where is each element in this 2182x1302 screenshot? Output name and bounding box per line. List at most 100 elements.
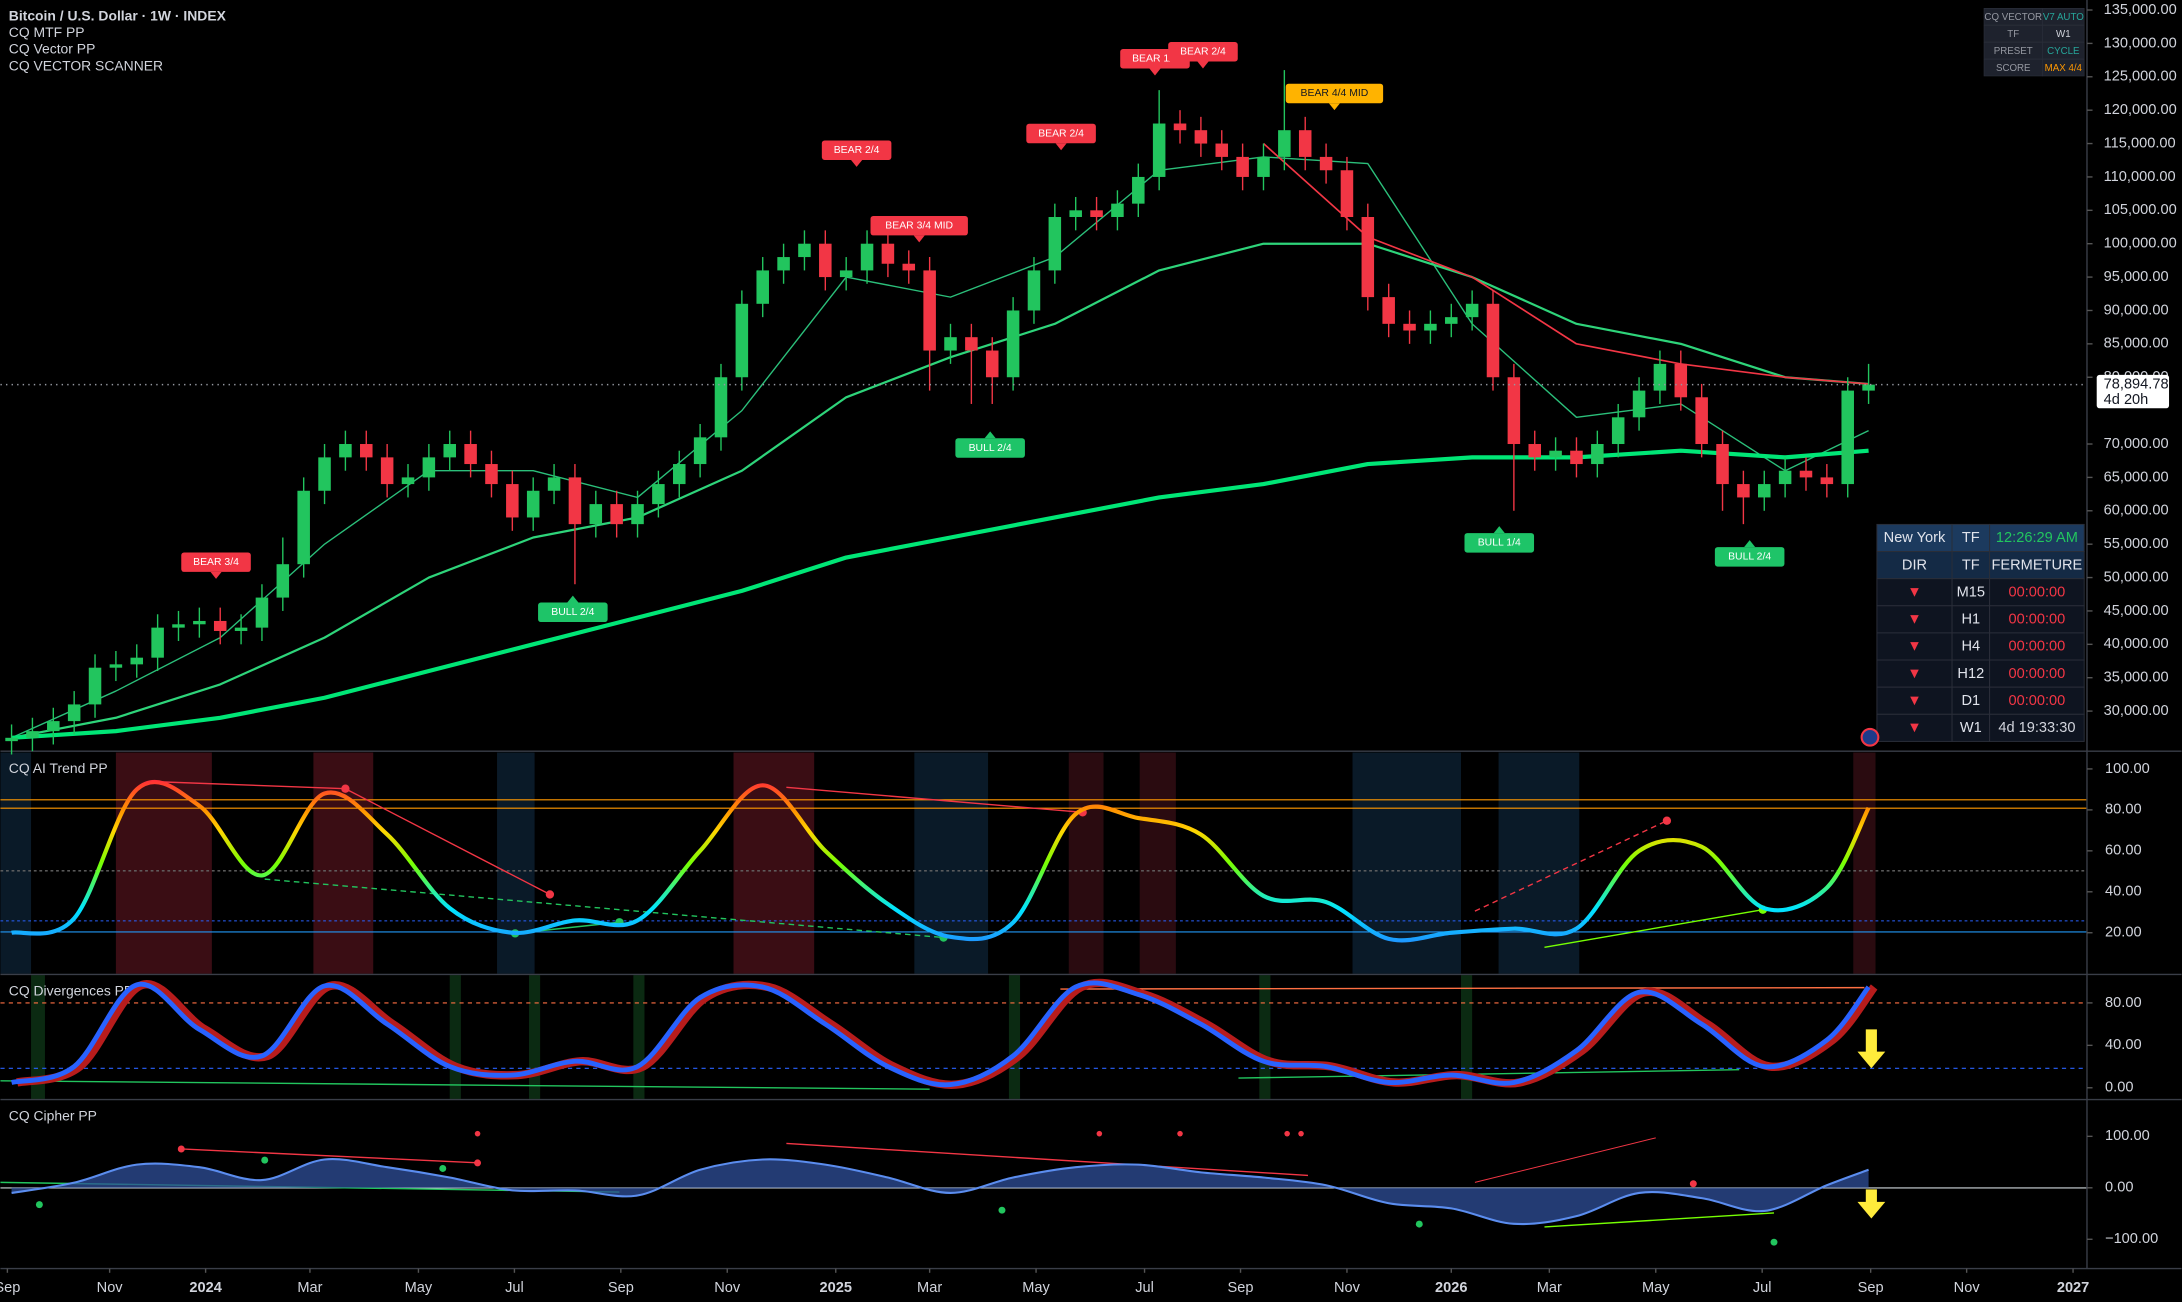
table-key: PRESET (1994, 46, 2033, 57)
candle-body (631, 504, 644, 525)
indicator-name: CQ VECTOR SCANNER (9, 57, 163, 73)
candle-body (547, 477, 561, 491)
divergence-dot (1298, 1130, 1304, 1137)
candle-body (1862, 384, 1875, 391)
signal-box (181, 552, 251, 572)
panel-title: CQ Cipher PP (9, 1108, 97, 1124)
price-tick-label: 60,000.00 (2104, 503, 2169, 519)
candle-body (860, 243, 874, 271)
session-text: New York (1884, 530, 1946, 546)
band (1259, 975, 1271, 1099)
time-label: 2025 (820, 1280, 852, 1296)
time-label: Jul (1753, 1280, 1772, 1296)
candle-body (1674, 363, 1688, 398)
candle-body (589, 504, 603, 525)
signal-pointer (984, 431, 996, 439)
candle-body (506, 484, 519, 518)
session-text: ▼ (1907, 720, 1921, 736)
session-cell (1876, 659, 1953, 688)
price-tick-label: 55,000.00 (2104, 536, 2169, 552)
divergence-dot (35, 1201, 43, 1209)
signal-box (955, 438, 1025, 458)
session-text: 00:00:00 (2008, 584, 2065, 600)
time-label: Nov (714, 1280, 741, 1296)
candle-body (568, 477, 582, 525)
panel-tick-label: 0.00 (2105, 1080, 2133, 1096)
divergence-line (1544, 1212, 1775, 1228)
session-text: 00:00:00 (2008, 612, 2065, 628)
candle-body (610, 504, 623, 525)
candle-body (276, 564, 290, 598)
time-label: Sep (0, 1280, 20, 1296)
candle-body (88, 667, 102, 705)
candle-body (1757, 484, 1771, 498)
time-label: Nov (1954, 1280, 1981, 1296)
time-label: Mar (297, 1280, 322, 1296)
signal-pointer (1328, 103, 1340, 111)
signal-label: BEAR 1/4 (1132, 54, 1178, 65)
session-text: ▼ (1907, 693, 1921, 709)
flag-icon[interactable] (1860, 727, 1880, 747)
divergence-line (1060, 986, 1865, 990)
band (529, 975, 541, 1099)
time-label: Mar (1537, 1280, 1562, 1296)
session-cell (1989, 659, 2085, 688)
candle-body (422, 457, 436, 478)
table-value: V7 AUTO (2043, 12, 2084, 23)
candle-body (1298, 130, 1312, 157)
candle-body (819, 243, 832, 278)
band (1498, 752, 1580, 974)
candle-body (1132, 176, 1145, 204)
session-text: ▼ (1907, 584, 1921, 600)
price-tick-label: 100,000.00 (2104, 236, 2177, 252)
price-tick-label: 35,000.00 (2104, 670, 2169, 686)
panel-title: CQ Divergences PP (9, 982, 133, 998)
band (0, 752, 32, 974)
table-cell (2042, 58, 2085, 77)
candle-body (360, 444, 373, 458)
candle-body (234, 627, 248, 631)
candle-body (172, 624, 185, 628)
band (1008, 975, 1021, 1099)
divergence-line (1474, 820, 1668, 912)
band (1853, 752, 1876, 974)
table-value: MAX 4/4 (2045, 63, 2083, 74)
candle-body (839, 270, 853, 278)
price-tick-label: 110,000.00 (2104, 169, 2176, 185)
price-tick-label: 120,000.00 (2104, 102, 2177, 118)
divergence-dot (1415, 1220, 1423, 1228)
candle-body (777, 257, 790, 271)
time-label: Jul (1135, 1280, 1154, 1296)
session-cell (1989, 551, 2085, 580)
symbol-title: Bitcoin / U.S. Dollar · 1W · INDEX (9, 7, 227, 23)
moving-average (11, 156, 1869, 739)
signal-box (1026, 123, 1096, 144)
band (633, 975, 645, 1099)
trend-line (11, 779, 1871, 943)
signal-pointer (567, 595, 579, 603)
signal-box (821, 140, 892, 160)
candle-body (1695, 397, 1708, 445)
session-text: H12 (1957, 666, 1984, 682)
candle-body (1173, 123, 1187, 131)
candle-body (881, 243, 895, 264)
separators (0, 0, 2182, 1270)
price-tick-label: 40,000.00 (2104, 636, 2169, 652)
time-label: 2026 (1435, 1280, 1467, 1296)
candle-body (1278, 130, 1291, 157)
candle-body (1361, 217, 1375, 298)
candle-body (401, 477, 415, 485)
divergence-line (264, 878, 944, 939)
signal-arrow (1857, 1189, 1886, 1219)
candle-body (297, 490, 310, 565)
candle-body (1194, 130, 1208, 144)
panel-tick-label: 80.00 (2105, 802, 2142, 818)
price-tick-label: 30,000.00 (2104, 703, 2169, 719)
session-text: FERMETURE (1991, 557, 2082, 573)
last-price-label: 78,894.78 (2104, 376, 2169, 392)
band (1068, 752, 1104, 974)
candle-body (1090, 210, 1103, 217)
price-tick-label: 115,000.00 (2104, 135, 2176, 151)
